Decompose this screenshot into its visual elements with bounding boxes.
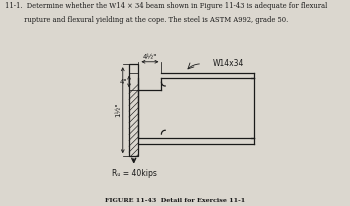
Text: 4": 4" [120, 78, 127, 84]
Text: 11-1.  Determine whether the W14 × 34 beam shown in Figure 11-43 is adequate for: 11-1. Determine whether the W14 × 34 bea… [5, 2, 328, 10]
Text: W14x34: W14x34 [212, 59, 244, 68]
Text: Rᵤ = 40kips: Rᵤ = 40kips [112, 169, 157, 178]
Bar [129, 64, 139, 156]
Text: FIGURE 11-43  Detail for Exercise 11-1: FIGURE 11-43 Detail for Exercise 11-1 [105, 198, 245, 203]
Text: 4½": 4½" [143, 54, 157, 60]
Text: rupture and flexural yielding at the cope. The steel is ASTM A992, grade 50.: rupture and flexural yielding at the cop… [5, 16, 288, 25]
Text: 1½": 1½" [115, 103, 121, 117]
